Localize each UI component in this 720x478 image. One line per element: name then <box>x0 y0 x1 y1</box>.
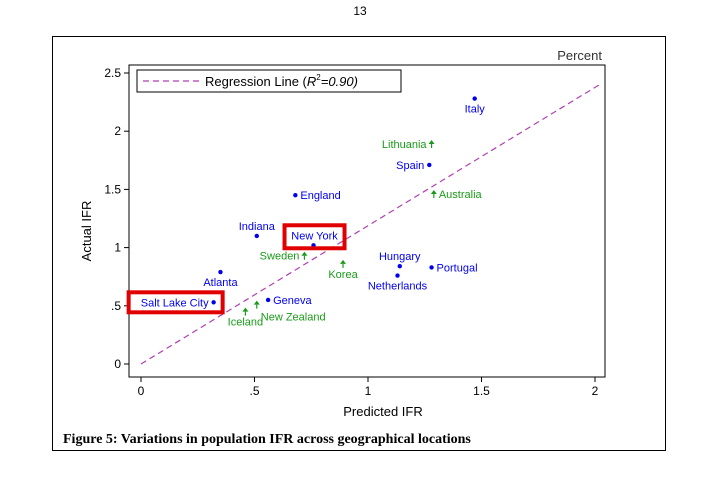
point-label: Spain <box>396 160 424 172</box>
point-marker <box>430 190 437 195</box>
point-marker <box>242 307 249 312</box>
point-label: Indiana <box>239 221 276 233</box>
scatter-chart: Percent 0 .5 1 1.5 2 2.5 0 .5 1 1.5 2 Predicted IFR A… <box>79 48 606 419</box>
point-label: New Zealand <box>261 312 326 324</box>
x-tick-label: 1 <box>365 384 372 398</box>
point-label: Geneva <box>273 295 312 307</box>
y-tick-label: 1.5 <box>104 182 121 196</box>
point-label: New York <box>291 230 338 242</box>
point-marker <box>254 233 259 239</box>
point-label: Atlanta <box>203 277 238 289</box>
y-tick-label: 1 <box>114 241 121 255</box>
x-tick-label: 1.5 <box>473 384 490 398</box>
point-marker <box>427 162 432 168</box>
y-tick-label: 2.5 <box>104 66 121 80</box>
point-marker <box>429 265 434 270</box>
point-label: Iceland <box>228 317 263 329</box>
point-marker <box>218 269 223 275</box>
plot-area <box>128 64 606 378</box>
y-tick-label: 0 <box>114 357 121 371</box>
page-number: 13 <box>353 4 367 18</box>
point-label: Sweden <box>260 251 300 263</box>
point-label: Hungary <box>379 251 421 263</box>
point-label: Korea <box>328 269 358 281</box>
point-marker <box>301 251 308 256</box>
point-marker <box>395 273 400 278</box>
corner-label: Percent <box>557 48 602 63</box>
point-label: Netherlands <box>368 281 428 293</box>
x-tick-label: 0 <box>138 384 145 398</box>
highlight-box <box>126 290 225 315</box>
figure-caption: Figure 5: Variations in population IFR a… <box>63 432 471 447</box>
point-marker <box>397 264 402 269</box>
point-marker <box>265 297 271 303</box>
y-axis-title: Actual IFR <box>79 201 94 262</box>
regression-line <box>140 84 600 365</box>
highlight-box <box>282 223 347 251</box>
x-tick-label: 2 <box>592 384 599 398</box>
x-tick-label: .5 <box>249 384 259 398</box>
point-marker <box>472 96 477 101</box>
point-marker <box>340 259 347 264</box>
figure-frame: Percent 0 .5 1 1.5 2 2.5 0 .5 1 1.5 2 Predicted IFR A… <box>52 36 666 451</box>
point-marker <box>428 140 435 145</box>
point-label: England <box>300 190 340 202</box>
point-label: Australia <box>439 189 483 201</box>
point-label: Italy <box>465 104 486 116</box>
point-marker <box>253 300 260 305</box>
x-axis-title: Predicted IFR <box>343 404 422 419</box>
point-marker <box>293 193 298 198</box>
legend-label: Regression Line (R2=0.90) <box>205 73 358 89</box>
legend-box <box>136 69 402 93</box>
point-label: Salt Lake City <box>141 297 209 309</box>
y-tick-label: .5 <box>111 299 121 313</box>
y-tick-label: 2 <box>114 124 121 138</box>
point-label: Lithuania <box>382 139 428 151</box>
point-marker <box>211 300 216 305</box>
point-label: Portugal <box>437 262 478 274</box>
